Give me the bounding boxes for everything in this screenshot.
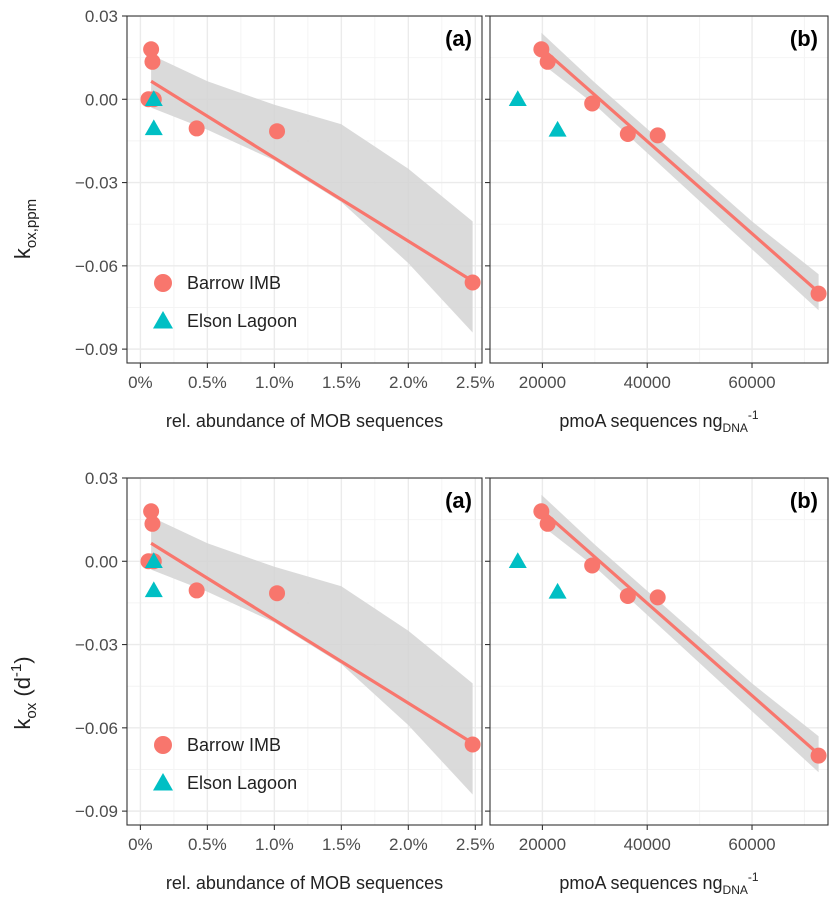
x-tick-label: 1.5% <box>322 835 361 854</box>
x-tick-label: 1.5% <box>322 373 361 392</box>
x-tick-label: 2.0% <box>389 835 428 854</box>
x-tick-label: 20000 <box>519 373 566 392</box>
panel-bottom-b: (b) 20000 40000 60000 pmoA sequences ngDNA-1 <box>485 477 829 897</box>
y-tick-label: −0.03 <box>75 174 118 193</box>
panel-bottom-a: (a) 0.03 0.00 −0.03 −0.06 −0.09 0% 0.5% 1.0% 1.5%… <box>8 469 495 893</box>
panel-border <box>489 477 829 826</box>
x-tick-label: 60000 <box>728 373 775 392</box>
y-tick-label: −0.06 <box>75 257 118 276</box>
barrow-imb-point <box>143 41 160 58</box>
elson-lagoon-point <box>144 552 163 569</box>
elson-lagoon-point <box>144 581 163 598</box>
barrow-imb-point <box>810 285 827 302</box>
barrow-imb-point <box>649 589 666 606</box>
x-tick-label: 0.5% <box>188 835 227 854</box>
barrow-imb-point <box>539 53 556 70</box>
barrow-imb-point <box>144 53 161 70</box>
legend-barrow-label: Barrow IMB <box>187 273 281 293</box>
barrow-imb-point <box>539 515 556 532</box>
x-tick-label: 2.5% <box>456 835 495 854</box>
plot-background <box>490 478 828 825</box>
x-tick-label: 2.5% <box>456 373 495 392</box>
barrow-imb-point <box>584 95 601 112</box>
plot-background <box>490 16 828 363</box>
y-tick-label: −0.09 <box>75 340 118 359</box>
panel-tag: (b) <box>790 488 818 513</box>
confidence-band <box>151 54 473 333</box>
panel-tag: (b) <box>790 26 818 51</box>
elson-lagoon-point <box>508 552 527 569</box>
barrow-imb-point <box>144 515 161 532</box>
regression-line <box>150 79 474 283</box>
barrow-imb-point <box>269 123 286 140</box>
grid <box>127 16 482 363</box>
legend-elson-marker <box>153 773 173 791</box>
barrow-imb-point <box>810 747 827 764</box>
elson-lagoon-point <box>508 90 527 107</box>
barrow-imb-point <box>464 274 481 291</box>
barrow-imb-point <box>584 557 601 574</box>
panel-border <box>126 477 483 826</box>
x-axis-title: pmoA sequences ngDNA-1 <box>559 870 758 897</box>
x-tick-label: 60000 <box>728 835 775 854</box>
y-tick-label: 0.00 <box>85 90 118 109</box>
y-tick-label: 0.03 <box>85 7 118 26</box>
x-tick-label: 2.0% <box>389 373 428 392</box>
regression-line <box>540 508 820 756</box>
elson-lagoon-point <box>144 119 163 136</box>
panel-tag: (a) <box>445 26 472 51</box>
barrow-imb-point <box>188 582 205 599</box>
y-tick-label: 0.00 <box>85 552 118 571</box>
legend-barrow-label: Barrow IMB <box>187 735 281 755</box>
y-tick-label: 0.03 <box>85 469 118 488</box>
panel-top-a: (a) 0.03 0.00 −0.03 −0.06 −0.09 0% 0.5% 1.0% 1.5%… <box>10 7 495 431</box>
barrow-imb-point <box>619 587 636 604</box>
x-axis-title: pmoA sequences ngDNA-1 <box>559 408 758 435</box>
confidence-band <box>151 516 473 795</box>
y-tick-label: −0.03 <box>75 636 118 655</box>
x-tick-label: 40000 <box>624 835 671 854</box>
barrow-imb-point <box>533 41 550 58</box>
y-axis-title: kox (d-1) <box>8 656 40 729</box>
panel-top-b: (b) 20000 40000 60000 pmoA sequences ngDNA-1 <box>485 15 829 435</box>
barrow-imb-point <box>143 503 160 520</box>
x-tick-label: 1.0% <box>255 835 294 854</box>
x-axis-title: rel. abundance of MOB sequences <box>166 411 443 431</box>
x-tick-label: 40000 <box>624 373 671 392</box>
barrow-imb-point <box>619 125 636 142</box>
x-tick-label: 0% <box>128 373 153 392</box>
legend-elson-marker <box>153 311 173 329</box>
legend-barrow-marker <box>154 736 172 754</box>
y-axis-title: kox,ppm <box>10 199 40 259</box>
regression-line <box>150 541 474 745</box>
panel-border <box>489 15 829 364</box>
panel-border <box>126 15 483 364</box>
x-tick-label: 0% <box>128 835 153 854</box>
barrow-imb-point <box>533 503 550 520</box>
legend: Barrow IMB Elson Lagoon <box>153 273 297 331</box>
elson-lagoon-point <box>548 582 567 599</box>
legend-elson-label: Elson Lagoon <box>187 311 297 331</box>
barrow-imb-point <box>188 120 205 137</box>
legend-barrow-marker <box>154 274 172 292</box>
x-tick-label: 0.5% <box>188 373 227 392</box>
regression-line <box>540 46 820 294</box>
x-axis-title: rel. abundance of MOB sequences <box>166 873 443 893</box>
elson-lagoon-point <box>144 90 163 107</box>
x-tick-label: 1.0% <box>255 373 294 392</box>
barrow-imb-point <box>649 127 666 144</box>
y-tick-label: −0.06 <box>75 719 118 738</box>
barrow-imb-point <box>464 736 481 753</box>
legend-elson-label: Elson Lagoon <box>187 773 297 793</box>
y-tick-label: −0.09 <box>75 802 118 821</box>
elson-lagoon-point <box>548 120 567 137</box>
panel-tag: (a) <box>445 488 472 513</box>
barrow-imb-point <box>269 585 286 602</box>
x-tick-label: 20000 <box>519 835 566 854</box>
legend: Barrow IMB Elson Lagoon <box>153 735 297 793</box>
